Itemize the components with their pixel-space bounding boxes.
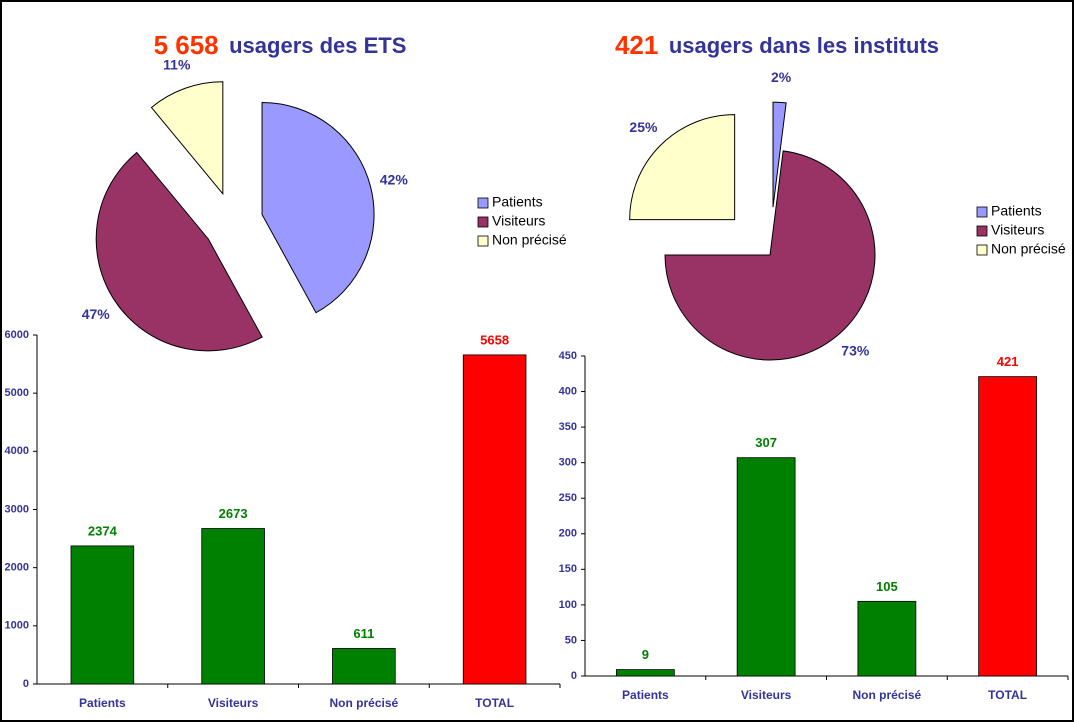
- pie-slice: [261, 102, 375, 314]
- title-number: 421: [615, 30, 658, 60]
- y-tick-label: 50: [565, 634, 577, 646]
- chart-title: 421 usagers dans les instituts: [615, 30, 939, 60]
- legend-label: Visiteurs: [991, 222, 1044, 238]
- y-tick-label: 150: [559, 563, 577, 575]
- y-tick-label: 400: [559, 385, 577, 397]
- data-label: 5658: [480, 332, 509, 347]
- y-tick-label: 250: [559, 492, 577, 504]
- data-label: 9: [642, 647, 649, 662]
- pie-slice: [629, 114, 736, 221]
- y-tick-label: 3000: [5, 503, 29, 515]
- title-text: usagers dans les instituts: [669, 33, 939, 58]
- bar: [201, 528, 265, 685]
- bar: [736, 457, 796, 677]
- legend-swatch: [976, 244, 988, 256]
- y-tick-label: 350: [559, 421, 577, 433]
- slice-label: 25%: [629, 119, 658, 135]
- data-label: 611: [353, 626, 374, 641]
- data-label: 2673: [219, 506, 248, 521]
- legend-swatch: [477, 197, 489, 209]
- pie-slice: [150, 81, 224, 196]
- y-tick-label: 2000: [5, 562, 29, 574]
- legend-label: Non précisé: [492, 232, 567, 248]
- y-tick-label: 300: [559, 457, 577, 469]
- y-tick-label: 4000: [5, 445, 29, 457]
- legend-swatch: [976, 206, 988, 218]
- bar: [462, 354, 527, 685]
- x-tick-label: Visiteurs: [741, 688, 792, 702]
- x-tick-label: TOTAL: [988, 688, 1027, 702]
- y-tick-label: 100: [559, 599, 577, 611]
- legend-label: Patients: [492, 194, 543, 210]
- x-tick-label: Non précisé: [330, 696, 399, 710]
- legend-swatch: [477, 216, 489, 228]
- data-label: 105: [876, 579, 898, 594]
- x-tick-label: Patients: [79, 696, 126, 710]
- legend-label: Patients: [991, 203, 1042, 219]
- y-tick-label: 450: [559, 350, 577, 362]
- data-label: 307: [755, 435, 777, 450]
- x-tick-label: Non précisé: [853, 688, 922, 702]
- slice-label: 73%: [841, 342, 870, 358]
- pie-slice: [772, 101, 787, 208]
- y-tick-label: 5000: [5, 387, 29, 399]
- bar: [332, 648, 396, 685]
- legend-label: Visiteurs: [492, 213, 545, 229]
- legend-swatch: [976, 225, 988, 237]
- bar: [70, 545, 135, 685]
- slice-label: 11%: [163, 57, 191, 73]
- chart-title: 5 658 usagers des ETS: [154, 30, 407, 60]
- title-number: 5 658: [154, 30, 219, 60]
- x-tick-label: TOTAL: [475, 696, 514, 710]
- y-tick-label: 0: [571, 670, 577, 682]
- title-text: usagers des ETS: [229, 33, 406, 58]
- slice-label: 2%: [771, 69, 792, 85]
- pie-slice: [95, 151, 263, 352]
- bar: [857, 600, 917, 677]
- legend-label: Non précisé: [991, 241, 1066, 257]
- pie-slice: [664, 150, 876, 361]
- bar: [615, 669, 675, 677]
- slice-label: 42%: [380, 171, 409, 187]
- data-label: 2374: [88, 523, 118, 538]
- y-tick-label: 6000: [5, 329, 29, 341]
- x-tick-label: Visiteurs: [208, 696, 259, 710]
- y-tick-label: 200: [559, 528, 577, 540]
- y-tick-label: 1000: [5, 620, 29, 632]
- slice-label: 47%: [82, 306, 111, 322]
- x-tick-label: Patients: [622, 688, 669, 702]
- bar: [978, 376, 1038, 677]
- y-tick-label: 0: [23, 678, 29, 690]
- data-label: 421: [997, 354, 1019, 369]
- legend-swatch: [477, 235, 489, 247]
